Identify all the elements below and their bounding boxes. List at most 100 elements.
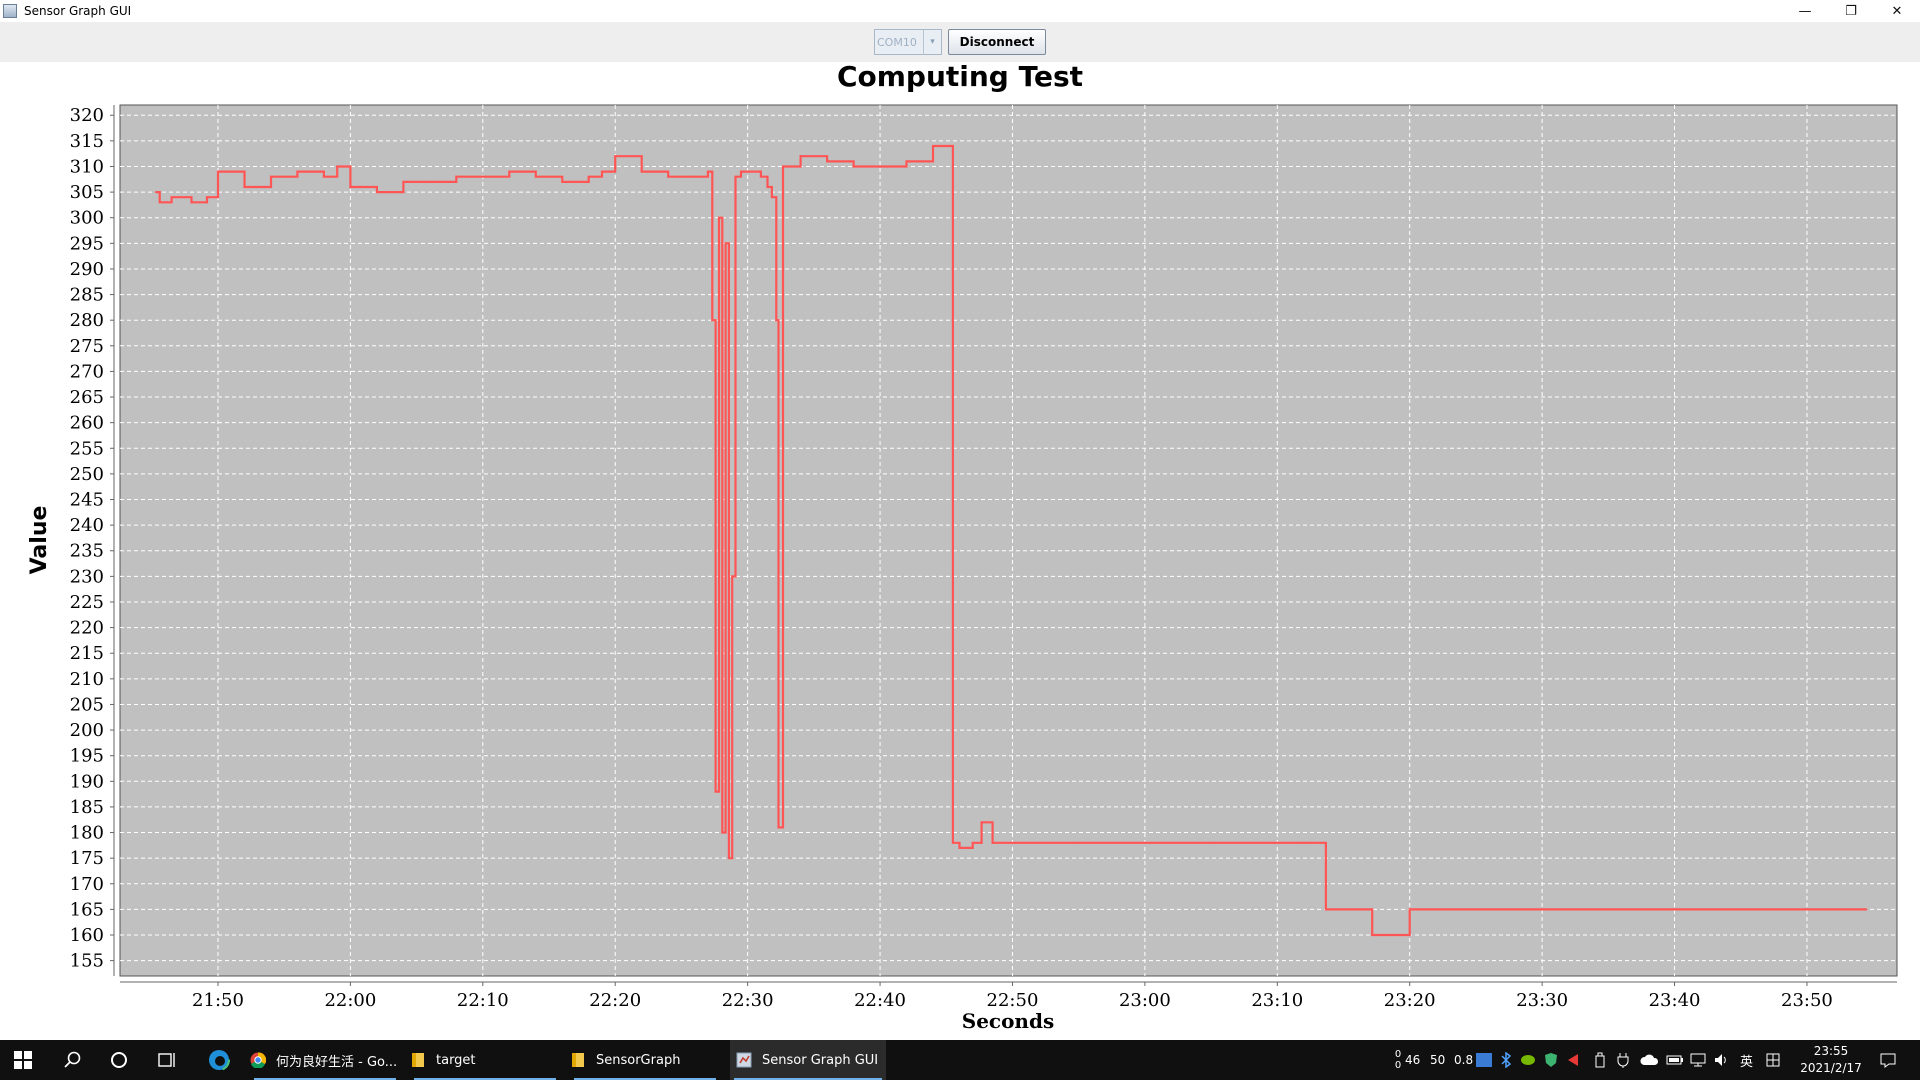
power-plug-icon[interactable] — [1616, 1040, 1630, 1080]
volume-icon[interactable] — [1714, 1040, 1730, 1080]
folder-icon — [572, 1053, 584, 1067]
port-select[interactable]: COM10 ▾ — [874, 29, 942, 55]
data-point — [775, 319, 778, 322]
usb-drive-icon[interactable] — [1594, 1040, 1606, 1080]
data-point — [1673, 908, 1676, 911]
data-point — [508, 170, 511, 173]
data-point — [1371, 934, 1374, 936]
minimize-button[interactable]: — — [1798, 3, 1812, 19]
java-app-icon — [3, 4, 17, 18]
data-point — [1366, 908, 1369, 911]
tray-stat-1-value: 46 — [1405, 1053, 1421, 1067]
alert-icon[interactable] — [1566, 1040, 1580, 1080]
ime-label: 英 — [1740, 1054, 1754, 1070]
taskbar-app-sensorgraph-folder[interactable]: SensorGraph — [570, 1040, 720, 1080]
data-point — [1302, 841, 1305, 844]
data-point — [1077, 841, 1080, 844]
chevron-down-icon[interactable]: ▾ — [923, 30, 941, 54]
taskbar-app-label: target — [436, 1052, 476, 1068]
data-point — [587, 175, 590, 178]
y-tick-label: 205 — [70, 694, 104, 715]
running-indicator — [734, 1078, 882, 1080]
taskbar-app-chrome[interactable]: 何为良好生活 - Go... — [250, 1040, 400, 1080]
cloud-icon[interactable] — [1640, 1040, 1658, 1080]
x-tick-label: 22:10 — [457, 990, 509, 1011]
series-layer — [154, 144, 1868, 937]
tray-app-icon-blue[interactable] — [1476, 1040, 1492, 1080]
restore-button[interactable]: ❐ — [1845, 3, 1857, 19]
data-point — [1342, 908, 1345, 911]
data-point — [217, 170, 219, 173]
network-icon[interactable] — [1690, 1040, 1706, 1080]
data-point — [728, 857, 730, 860]
window-titlebar: Sensor Graph GUI — ❐ ✕ — [0, 0, 1920, 22]
data-point — [1276, 841, 1279, 844]
window-controls: — ❐ ✕ — [1782, 0, 1920, 22]
y-tick-label: 155 — [70, 951, 104, 972]
disconnect-button[interactable]: Disconnect — [948, 29, 1046, 55]
data-point — [640, 170, 643, 173]
cortana-icon[interactable] — [96, 1040, 142, 1080]
data-point — [402, 181, 405, 183]
data-point — [771, 196, 773, 199]
data-point — [740, 170, 742, 173]
windows-start-icon[interactable] — [0, 1040, 46, 1080]
edge-browser-icon[interactable] — [196, 1040, 242, 1080]
x-axis-label: Seconds — [962, 1009, 1054, 1033]
close-button[interactable]: ✕ — [1891, 3, 1903, 19]
data-point — [349, 186, 352, 188]
data-point — [852, 165, 855, 168]
data-point — [561, 181, 564, 183]
y-tick-label: 185 — [70, 797, 104, 818]
x-tick-label: 23:10 — [1251, 990, 1303, 1011]
y-tick-label: 265 — [70, 387, 104, 408]
task-view-icon[interactable] — [144, 1040, 190, 1080]
y-tick-label: 170 — [70, 874, 104, 895]
bluetooth-icon[interactable] — [1500, 1040, 1512, 1080]
data-point — [724, 242, 727, 245]
data-point — [718, 216, 720, 219]
y-tick-label: 190 — [70, 771, 104, 792]
data-point — [879, 165, 881, 168]
data-point — [826, 160, 828, 163]
taskbar-app-label: SensorGraph — [596, 1052, 681, 1068]
chrome-icon — [250, 1052, 266, 1068]
y-axis-ticks: 155 160 165 170 175 180 185 190 195 200 205 210 215 2… — [70, 105, 114, 972]
tray-stat-3-value: 0.8 — [1454, 1053, 1474, 1067]
y-tick-label: 240 — [70, 515, 104, 536]
ime-indicator[interactable]: 英 — [1740, 1040, 1753, 1080]
data-point — [693, 175, 696, 178]
data-point — [952, 841, 954, 844]
data-point — [170, 196, 173, 199]
notification-center-icon[interactable] — [1880, 1040, 1896, 1080]
taskbar-app-target-folder[interactable]: target — [410, 1040, 560, 1080]
data-point — [1210, 841, 1212, 844]
taskbar-app-sensor-graph-gui[interactable]: Sensor Graph GUI — [730, 1040, 886, 1080]
data-point — [707, 170, 709, 173]
toolbar: COM10 ▾ Disconnect — [0, 22, 1920, 62]
battery-icon[interactable] — [1666, 1040, 1684, 1080]
y-tick-label: 175 — [70, 848, 104, 869]
taskbar: 何为良好生活 - Go... target SensorGraph Sensor… — [0, 1040, 1920, 1080]
net-up: 0 — [1394, 1049, 1402, 1060]
system-clock[interactable]: 23:55 2021/2/17 — [1790, 1043, 1872, 1077]
y-tick-label: 235 — [70, 541, 104, 562]
nvidia-icon[interactable] — [1520, 1040, 1536, 1080]
y-tick-label: 270 — [70, 361, 104, 382]
x-tick-label: 21:50 — [192, 990, 244, 1011]
net-down: 0 — [1394, 1060, 1402, 1071]
security-shield-icon[interactable] — [1544, 1040, 1558, 1080]
input-grid-icon[interactable] — [1766, 1040, 1780, 1080]
y-axis-label: Value — [27, 506, 52, 575]
search-icon[interactable] — [50, 1040, 96, 1080]
y-tick-label: 200 — [70, 720, 104, 741]
x-axis-ticks: 21:50 22:00 22:10 22:20 22:30 22:40 22:50 23:00… — [192, 982, 1833, 1011]
data-point — [731, 575, 734, 578]
data-point — [1011, 841, 1014, 844]
running-indicator — [254, 1078, 396, 1080]
data-point — [154, 191, 157, 194]
data-point — [481, 175, 484, 178]
data-point — [766, 186, 769, 188]
data-point — [971, 841, 974, 844]
y-tick-label: 275 — [70, 336, 104, 357]
